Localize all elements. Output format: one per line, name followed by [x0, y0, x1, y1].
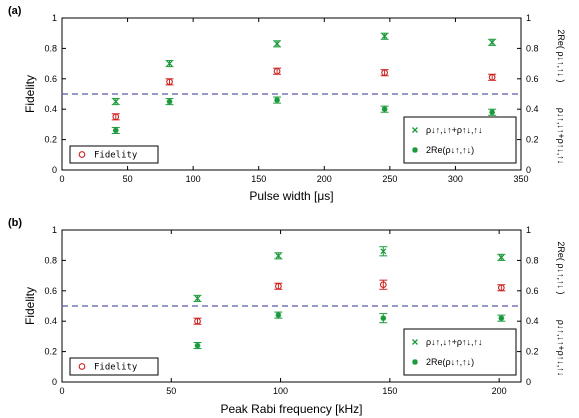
population-point	[498, 254, 505, 261]
y2-tick-label: 1	[526, 13, 531, 23]
fidelity-point	[273, 67, 281, 75]
y-axis-label: Fidelity	[23, 75, 37, 113]
x-tick-label: 150	[251, 174, 266, 184]
y2-tick-label: 0.6	[526, 74, 539, 84]
legend-coherence-marker	[412, 147, 418, 153]
fidelity-point	[488, 73, 496, 81]
x-tick-label: 100	[186, 174, 201, 184]
y-tick-label: 0.6	[44, 74, 57, 84]
legend-fidelity-box	[69, 357, 159, 376]
y2-tick-label: 0.6	[526, 286, 539, 296]
y-tick-label: 0.4	[44, 104, 57, 114]
fidelity-point	[194, 317, 201, 325]
coherence-point	[166, 98, 173, 105]
population-point	[489, 39, 496, 46]
population-point	[381, 33, 388, 40]
x-tick-label: 250	[382, 174, 397, 184]
x-tick-label: 350	[513, 174, 528, 184]
population-point	[112, 98, 119, 105]
x-tick-label: 0	[59, 386, 64, 396]
y-tick-label: 0	[52, 377, 57, 387]
y-tick-label: 0.2	[44, 347, 57, 357]
panel-label: (b)	[8, 217, 22, 229]
population-point	[275, 252, 282, 259]
fidelity-point	[166, 78, 173, 86]
y2-tick-label: 0.2	[526, 347, 539, 357]
fidelity-point	[381, 69, 388, 77]
y-tick-label: 1	[52, 13, 57, 23]
y-tick-label: 0.8	[44, 255, 57, 265]
legend-green-box	[403, 328, 517, 376]
x-tick-label: 200	[492, 386, 507, 396]
y-tick-label: 0.8	[44, 43, 57, 53]
legend-fidelity-label: Fidelity	[94, 363, 138, 373]
fidelity-point	[275, 282, 282, 290]
y-tick-label: 0.6	[44, 286, 57, 296]
y-tick-label: 0.2	[44, 135, 57, 145]
y-tick-label: 0.4	[44, 316, 57, 326]
x-tick-label: 50	[166, 386, 176, 396]
y2-axis-label-bottom: ρ↓↑,↓↑+ρ↑↓,↑↓	[556, 108, 566, 165]
x-axis-label: Peak Rabi frequency [kHz]	[220, 402, 362, 416]
y-axis-label: Fidelity	[23, 287, 37, 325]
coherence-point	[194, 342, 201, 349]
fidelity-point	[379, 281, 387, 289]
population-point	[166, 60, 173, 67]
legend-coherence-label: 2Re(ρ↓↑,↑↓)	[426, 145, 474, 155]
y2-tick-label: 0.4	[526, 316, 539, 326]
legend-coherence-label: 2Re(ρ↓↑,↑↓)	[426, 357, 474, 367]
population-point	[380, 248, 387, 255]
y2-axis-label-top: 2Re( ρ↓↑,↑↓ )	[556, 29, 566, 82]
legend-fidelity-marker	[78, 363, 86, 370]
fidelity-point	[112, 113, 120, 121]
panel-label: (a)	[8, 5, 22, 17]
legend-population-marker	[412, 127, 418, 133]
x-tick-label: 0	[59, 174, 64, 184]
y-tick-label: 1	[52, 225, 57, 235]
coherence-point	[274, 97, 280, 103]
legend-fidelity-marker	[78, 151, 86, 158]
coherence-point	[498, 315, 505, 321]
coherence-point	[381, 106, 388, 112]
x-tick-label: 100	[273, 386, 288, 396]
y-tick-label: 0	[52, 165, 57, 175]
y2-tick-label: 0.8	[526, 255, 539, 265]
x-axis-label: Pulse width [μs]	[249, 189, 333, 203]
y2-tick-label: 0	[526, 165, 531, 175]
legend-population-marker	[412, 339, 418, 345]
legend-population-label: ρ↓↑,↓↑+ρ↑↓,↑↓	[426, 337, 483, 347]
coherence-point	[112, 127, 119, 134]
legend-fidelity-label: Fidelity	[94, 151, 138, 161]
y2-tick-label: 0.2	[526, 135, 539, 145]
coherence-point	[380, 315, 387, 321]
y2-tick-label: 0	[526, 377, 531, 387]
x-tick-label: 200	[317, 174, 332, 184]
y2-tick-label: 0.8	[526, 43, 539, 53]
population-point	[194, 295, 201, 302]
x-tick-label: 50	[123, 174, 133, 184]
x-tick-label: 150	[382, 386, 397, 396]
y2-axis-label-top: 2Re( ρ↓↑,↑↓ )	[556, 241, 566, 294]
x-tick-label: 300	[448, 174, 463, 184]
coherence-point	[489, 109, 495, 116]
population-point	[274, 40, 281, 47]
coherence-point	[275, 312, 282, 318]
legend-fidelity-box	[69, 145, 159, 164]
fidelity-point	[497, 284, 505, 292]
y2-tick-label: 0.4	[526, 104, 539, 114]
legend-population-label: ρ↓↑,↓↑+ρ↑↓,↑↓	[426, 125, 483, 135]
y2-tick-label: 1	[526, 225, 531, 235]
y2-axis-label-bottom: ρ↓↑,↓↑+ρ↑↓,↑↓	[556, 320, 566, 377]
legend-coherence-marker	[412, 359, 418, 365]
legend-green-box	[403, 116, 517, 164]
